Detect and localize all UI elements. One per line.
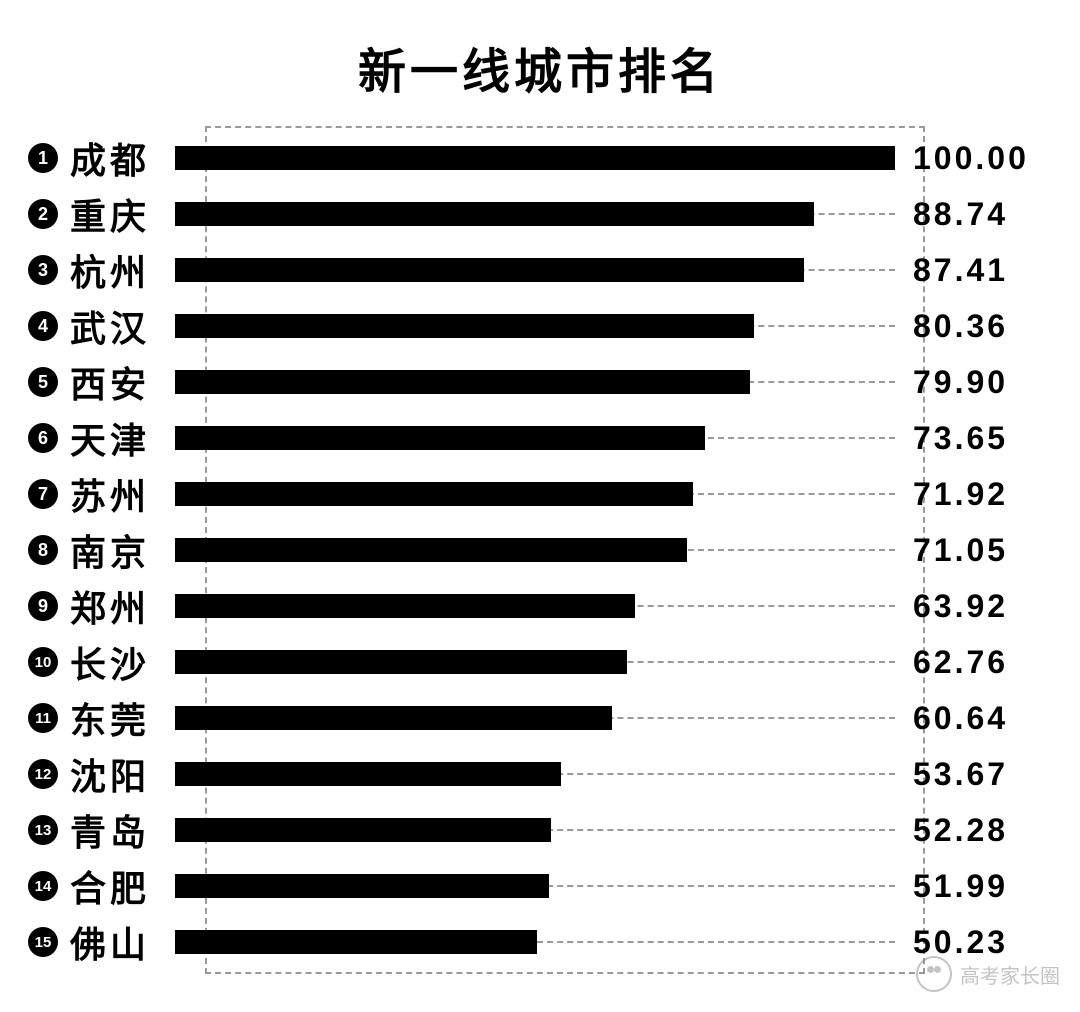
bar-fill xyxy=(175,650,627,674)
value-label: 100.00 xyxy=(913,140,1029,177)
bar-fill xyxy=(175,146,895,170)
bar-fill xyxy=(175,874,549,898)
chart-row: 13 青岛 52.28 xyxy=(20,802,1060,858)
city-name: 杭州 xyxy=(70,244,175,296)
chart-row: 7 苏州 71.92 xyxy=(20,466,1060,522)
rank-badge: 3 xyxy=(28,255,58,285)
bar-fill xyxy=(175,426,705,450)
city-name: 成都 xyxy=(70,132,175,184)
chart-row: 8 南京 71.05 xyxy=(20,522,1060,578)
city-name: 武汉 xyxy=(70,300,175,352)
rank-badge: 8 xyxy=(28,535,58,565)
chart-title: 新一线城市排名 xyxy=(0,0,1080,130)
bar-track xyxy=(175,762,895,786)
bar-fill xyxy=(175,818,551,842)
chart-row: 11 东莞 60.64 xyxy=(20,690,1060,746)
bar-fill xyxy=(175,594,635,618)
bar-fill xyxy=(175,314,754,338)
bar-fill xyxy=(175,370,750,394)
value-label: 71.05 xyxy=(913,532,1008,569)
chart-row: 14 合肥 51.99 xyxy=(20,858,1060,914)
city-name: 佛山 xyxy=(70,916,175,968)
value-label: 50.23 xyxy=(913,924,1008,961)
chart-container: 1 成都 100.00 2 重庆 88.74 3 杭州 87.41 4 武汉 80.36 5 西安 79.9… xyxy=(20,130,1060,970)
rank-badge: 10 xyxy=(28,647,58,677)
bar-track xyxy=(175,146,895,170)
rank-badge: 6 xyxy=(28,423,58,453)
value-label: 51.99 xyxy=(913,868,1008,905)
value-label: 88.74 xyxy=(913,196,1008,233)
bar-track xyxy=(175,874,895,898)
watermark-text: 高考家长圈 xyxy=(960,960,1060,989)
chart-row: 1 成都 100.00 xyxy=(20,130,1060,186)
city-name: 西安 xyxy=(70,356,175,408)
bar-track xyxy=(175,202,895,226)
value-label: 52.28 xyxy=(913,812,1008,849)
city-name: 合肥 xyxy=(70,860,175,912)
chart-row: 3 杭州 87.41 xyxy=(20,242,1060,298)
rank-badge: 12 xyxy=(28,759,58,789)
bar-fill xyxy=(175,930,537,954)
bar-track xyxy=(175,314,895,338)
chart-row: 10 长沙 62.76 xyxy=(20,634,1060,690)
bar-track xyxy=(175,706,895,730)
wechat-icon xyxy=(916,956,952,992)
bar-fill xyxy=(175,482,693,506)
bar-track xyxy=(175,426,895,450)
value-label: 87.41 xyxy=(913,252,1008,289)
bar-track xyxy=(175,258,895,282)
bar-track xyxy=(175,930,895,954)
watermark: 高考家长圈 xyxy=(916,956,1060,992)
rank-badge: 4 xyxy=(28,311,58,341)
rank-badge: 1 xyxy=(28,143,58,173)
city-name: 东莞 xyxy=(70,692,175,744)
chart-row: 15 佛山 50.23 xyxy=(20,914,1060,970)
rank-badge: 2 xyxy=(28,199,58,229)
chart-row: 5 西安 79.90 xyxy=(20,354,1060,410)
bar-track xyxy=(175,650,895,674)
city-name: 重庆 xyxy=(70,188,175,240)
rank-badge: 7 xyxy=(28,479,58,509)
rank-badge: 14 xyxy=(28,871,58,901)
bar-fill xyxy=(175,762,561,786)
city-name: 沈阳 xyxy=(70,748,175,800)
bar-track xyxy=(175,818,895,842)
value-label: 60.64 xyxy=(913,700,1008,737)
bar-fill xyxy=(175,258,804,282)
chart-row: 6 天津 73.65 xyxy=(20,410,1060,466)
city-name: 苏州 xyxy=(70,468,175,520)
value-label: 80.36 xyxy=(913,308,1008,345)
bar-fill xyxy=(175,202,814,226)
value-label: 63.92 xyxy=(913,588,1008,625)
rank-badge: 13 xyxy=(28,815,58,845)
city-name: 青岛 xyxy=(70,804,175,856)
bar-track xyxy=(175,482,895,506)
rank-badge: 9 xyxy=(28,591,58,621)
value-label: 62.76 xyxy=(913,644,1008,681)
city-name: 南京 xyxy=(70,524,175,576)
chart-row: 2 重庆 88.74 xyxy=(20,186,1060,242)
bar-track xyxy=(175,538,895,562)
bar-track xyxy=(175,594,895,618)
chart-row: 12 沈阳 53.67 xyxy=(20,746,1060,802)
rank-badge: 15 xyxy=(28,927,58,957)
city-name: 长沙 xyxy=(70,636,175,688)
bar-fill xyxy=(175,706,612,730)
chart-row: 9 郑州 63.92 xyxy=(20,578,1060,634)
city-name: 天津 xyxy=(70,412,175,464)
city-name: 郑州 xyxy=(70,580,175,632)
value-label: 71.92 xyxy=(913,476,1008,513)
value-label: 79.90 xyxy=(913,364,1008,401)
value-label: 53.67 xyxy=(913,756,1008,793)
bar-fill xyxy=(175,538,687,562)
chart-row: 4 武汉 80.36 xyxy=(20,298,1060,354)
rank-badge: 5 xyxy=(28,367,58,397)
bar-track xyxy=(175,370,895,394)
rank-badge: 11 xyxy=(28,703,58,733)
value-label: 73.65 xyxy=(913,420,1008,457)
